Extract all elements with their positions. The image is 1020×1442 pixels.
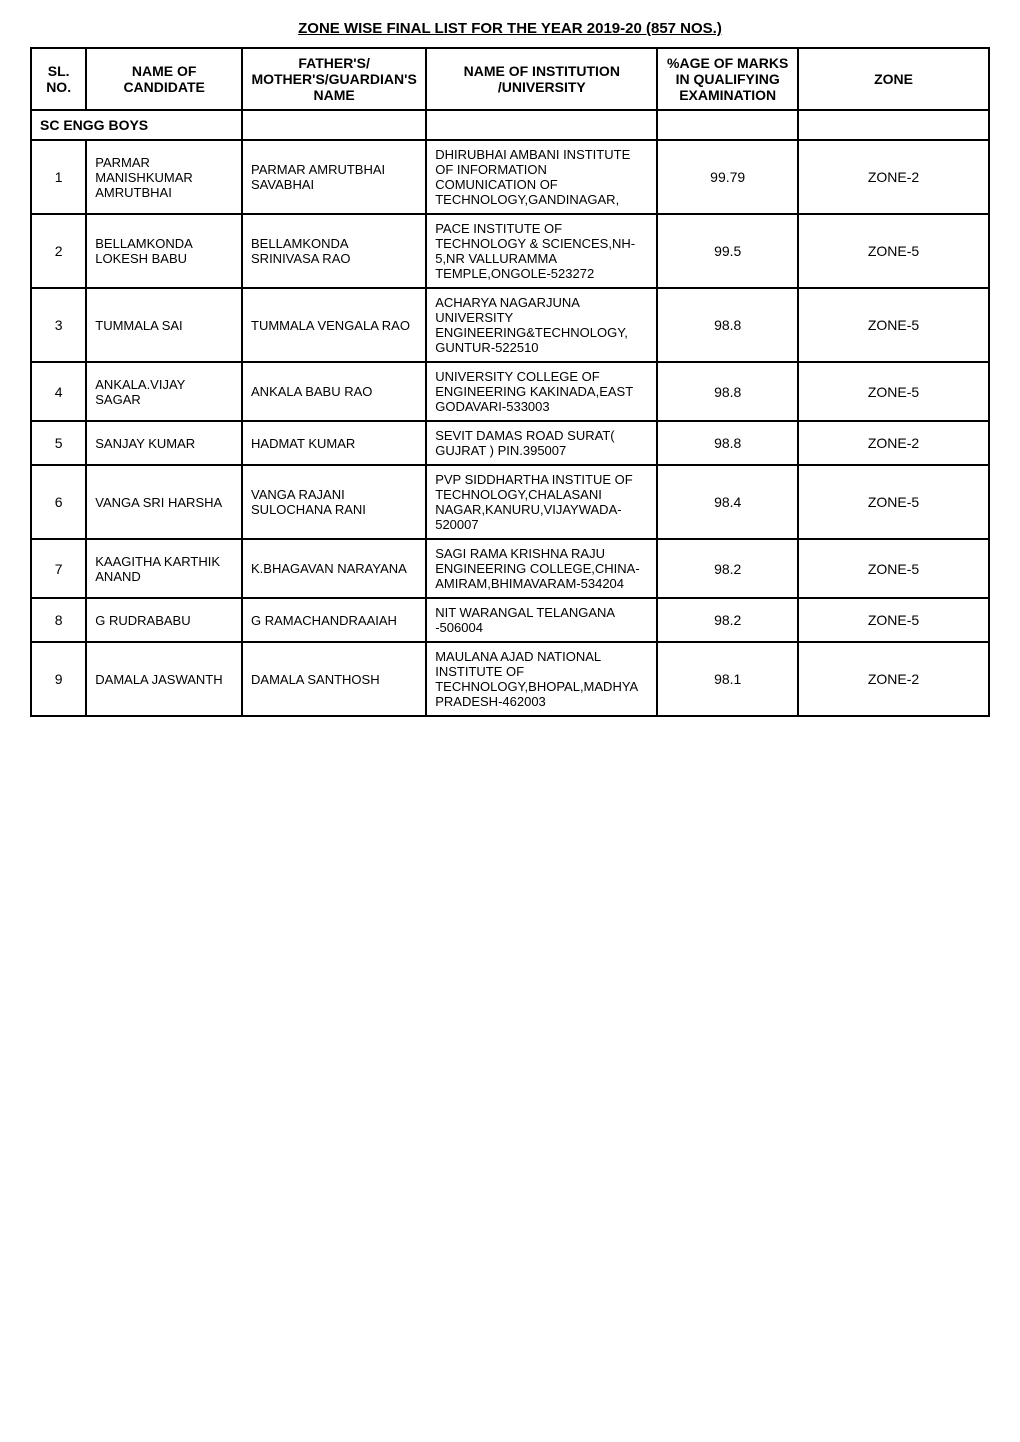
cell-institution: ACHARYA NAGARJUNA UNIVERSITY ENGINEERING… [426, 288, 657, 362]
table-row: 1 PARMAR MANISHKUMAR AMRUTBHAI PARMAR AM… [31, 140, 989, 214]
cell-sl: 7 [31, 539, 86, 598]
cell-father: VANGA RAJANI SULOCHANA RANI [242, 465, 426, 539]
header-name: NAME OF CANDIDATE [86, 48, 242, 110]
cell-age: 98.8 [657, 362, 798, 421]
cell-father: PARMAR AMRUTBHAI SAVABHAI [242, 140, 426, 214]
cell-father: G RAMACHANDRAAIAH [242, 598, 426, 642]
table-row: 6 VANGA SRI HARSHA VANGA RAJANI SULOCHAN… [31, 465, 989, 539]
cell-name: BELLAMKONDA LOKESH BABU [86, 214, 242, 288]
cell-name: TUMMALA SAI [86, 288, 242, 362]
cell-sl: 9 [31, 642, 86, 716]
category-row: SC ENGG BOYS [31, 110, 989, 140]
header-age: %AGE OF MARKS IN QUALIFYING EXAMINATION [657, 48, 798, 110]
cell-institution: SEVIT DAMAS ROAD SURAT( GUJRAT ) PIN.395… [426, 421, 657, 465]
cell-name: PARMAR MANISHKUMAR AMRUTBHAI [86, 140, 242, 214]
cell-institution: PACE INSTITUTE OF TECHNOLOGY & SCIENCES,… [426, 214, 657, 288]
cell-father: HADMAT KUMAR [242, 421, 426, 465]
table-row: 4 ANKALA.VIJAY SAGAR ANKALA BABU RAO UNI… [31, 362, 989, 421]
category-label: SC ENGG BOYS [31, 110, 242, 140]
data-table: SL. NO. NAME OF CANDIDATE FATHER'S/ MOTH… [30, 47, 990, 717]
cell-zone: ZONE-5 [798, 288, 989, 362]
cell-name: VANGA SRI HARSHA [86, 465, 242, 539]
table-row: 5 SANJAY KUMAR HADMAT KUMAR SEVIT DAMAS … [31, 421, 989, 465]
table-row: 8 G RUDRABABU G RAMACHANDRAAIAH NIT WARA… [31, 598, 989, 642]
cell-age: 98.4 [657, 465, 798, 539]
header-zone: ZONE [798, 48, 989, 110]
table-row: 2 BELLAMKONDA LOKESH BABU BELLAMKONDA SR… [31, 214, 989, 288]
cell-age: 99.5 [657, 214, 798, 288]
cell-age: 99.79 [657, 140, 798, 214]
header-father: FATHER'S/ MOTHER'S/GUARDIAN'S NAME [242, 48, 426, 110]
cell-sl: 1 [31, 140, 86, 214]
table-row: 9 DAMALA JASWANTH DAMALA SANTHOSH MAULAN… [31, 642, 989, 716]
cell-institution: MAULANA AJAD NATIONAL INSTITUTE OF TECHN… [426, 642, 657, 716]
cell-institution: SAGI RAMA KRISHNA RAJU ENGINEERING COLLE… [426, 539, 657, 598]
header-sl: SL. NO. [31, 48, 86, 110]
cell-name: ANKALA.VIJAY SAGAR [86, 362, 242, 421]
cell-name: SANJAY KUMAR [86, 421, 242, 465]
cell-zone: ZONE-2 [798, 642, 989, 716]
cell-father: K.BHAGAVAN NARAYANA [242, 539, 426, 598]
cell-father: TUMMALA VENGALA RAO [242, 288, 426, 362]
cell-age: 98.2 [657, 598, 798, 642]
header-institution: NAME OF INSTITUTION /UNIVERSITY [426, 48, 657, 110]
category-empty [426, 110, 657, 140]
cell-age: 98.8 [657, 421, 798, 465]
cell-age: 98.2 [657, 539, 798, 598]
cell-zone: ZONE-5 [798, 539, 989, 598]
cell-zone: ZONE-2 [798, 421, 989, 465]
cell-age: 98.8 [657, 288, 798, 362]
cell-name: DAMALA JASWANTH [86, 642, 242, 716]
cell-zone: ZONE-5 [798, 362, 989, 421]
header-row: SL. NO. NAME OF CANDIDATE FATHER'S/ MOTH… [31, 48, 989, 110]
cell-zone: ZONE-2 [798, 140, 989, 214]
page-title: ZONE WISE FINAL LIST FOR THE YEAR 2019-2… [30, 20, 990, 37]
cell-sl: 8 [31, 598, 86, 642]
category-empty [242, 110, 426, 140]
cell-institution: PVP SIDDHARTHA INSTITUE OF TECHNOLOGY,CH… [426, 465, 657, 539]
cell-age: 98.1 [657, 642, 798, 716]
cell-sl: 6 [31, 465, 86, 539]
cell-institution: NIT WARANGAL TELANGANA -506004 [426, 598, 657, 642]
cell-institution: UNIVERSITY COLLEGE OF ENGINEERING KAKINA… [426, 362, 657, 421]
cell-name: KAAGITHA KARTHIK ANAND [86, 539, 242, 598]
cell-zone: ZONE-5 [798, 465, 989, 539]
cell-father: DAMALA SANTHOSH [242, 642, 426, 716]
cell-sl: 4 [31, 362, 86, 421]
cell-institution: DHIRUBHAI AMBANI INSTITUTE OF INFORMATIO… [426, 140, 657, 214]
cell-zone: ZONE-5 [798, 598, 989, 642]
table-row: 3 TUMMALA SAI TUMMALA VENGALA RAO ACHARY… [31, 288, 989, 362]
cell-father: BELLAMKONDA SRINIVASA RAO [242, 214, 426, 288]
cell-sl: 2 [31, 214, 86, 288]
cell-zone: ZONE-5 [798, 214, 989, 288]
category-empty [798, 110, 989, 140]
cell-father: ANKALA BABU RAO [242, 362, 426, 421]
cell-sl: 5 [31, 421, 86, 465]
table-row: 7 KAAGITHA KARTHIK ANAND K.BHAGAVAN NARA… [31, 539, 989, 598]
category-empty [657, 110, 798, 140]
cell-sl: 3 [31, 288, 86, 362]
cell-name: G RUDRABABU [86, 598, 242, 642]
